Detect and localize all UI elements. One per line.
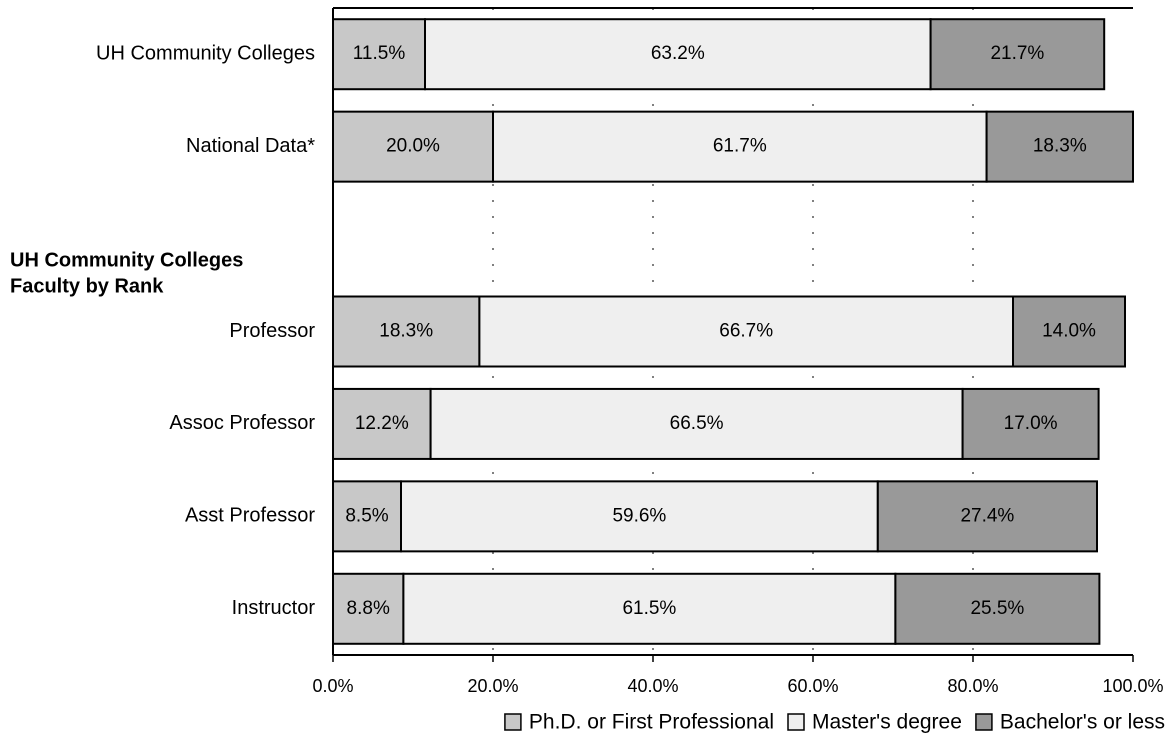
bar-segment: [332, 387, 432, 460]
y-tick-label: Assoc Professor: [169, 412, 315, 434]
bar-segment: [332, 18, 426, 91]
y-tick-label: Asst Professor: [185, 505, 315, 527]
bar-segment: [478, 295, 1014, 368]
bar-segment: [402, 572, 897, 645]
bar-segment: [961, 387, 1100, 460]
bar-segment: [332, 295, 481, 368]
x-tick-label: 60.0%: [787, 676, 838, 696]
data-label: 59.6%: [612, 505, 666, 526]
section-title: UH Community Colleges: [10, 249, 243, 271]
legend-label: Bachelor's or less: [1000, 711, 1165, 734]
bar-segment: [332, 480, 402, 553]
y-tick-label: National Data*: [186, 135, 315, 157]
bar-segment: [985, 110, 1134, 183]
bar-segment: [492, 110, 988, 183]
legend-swatch: [787, 713, 805, 731]
bar-segment: [332, 110, 494, 183]
legend-label: Ph.D. or First Professional: [529, 711, 774, 734]
bar-segment: [894, 572, 1101, 645]
legend-label: Master's degree: [812, 711, 962, 734]
data-label: 63.2%: [651, 43, 705, 64]
data-label: 14.0%: [1042, 321, 1096, 342]
data-label: 25.5%: [970, 598, 1024, 619]
data-label: 18.3%: [1033, 136, 1087, 157]
data-label: 20.0%: [386, 136, 440, 157]
bar-segment: [929, 18, 1106, 91]
x-tick-label: 0.0%: [312, 676, 353, 696]
data-label: 27.4%: [960, 505, 1014, 526]
y-tick-label: Professor: [229, 320, 315, 342]
data-label: 21.7%: [990, 43, 1044, 64]
legend-swatch: [504, 713, 522, 731]
x-tick-label: 20.0%: [467, 676, 518, 696]
data-label: 61.5%: [622, 598, 676, 619]
x-tick-label: 80.0%: [947, 676, 998, 696]
data-label: 8.5%: [345, 505, 388, 526]
data-label: 17.0%: [1004, 413, 1058, 434]
bar-segment: [1012, 295, 1126, 368]
data-label: 12.2%: [355, 413, 409, 434]
data-label: 11.5%: [353, 43, 406, 64]
legend-swatch: [975, 713, 993, 731]
x-tick-label: 100.0%: [1102, 676, 1163, 696]
bar-segment: [429, 387, 964, 460]
bar-segment: [876, 480, 1098, 553]
data-label: 61.7%: [713, 136, 767, 157]
y-tick-label: Instructor: [232, 597, 316, 619]
bar-segment: [400, 480, 879, 553]
legend: Ph.D. or First Professional Master's degr…: [504, 711, 1165, 734]
data-label: 66.5%: [670, 413, 724, 434]
section-title: Faculty by Rank: [10, 275, 164, 297]
y-tick-label: UH Community Colleges: [96, 42, 315, 64]
x-tick-label: 40.0%: [627, 676, 678, 696]
data-label: 8.8%: [347, 598, 390, 619]
data-label: 66.7%: [719, 321, 773, 342]
data-label: 18.3%: [379, 321, 433, 342]
